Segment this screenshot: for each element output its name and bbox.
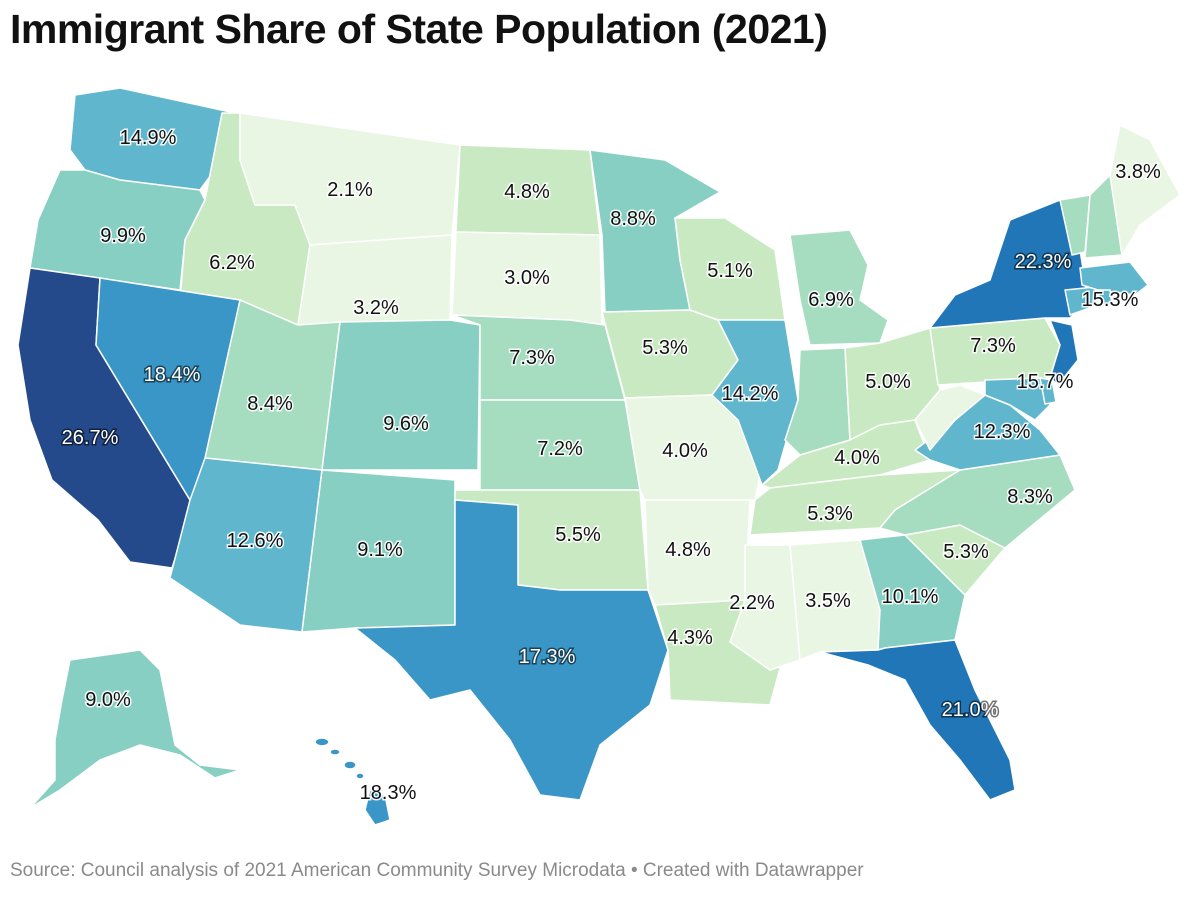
state-label-fl: 21.0%: [942, 699, 999, 721]
state-label-hi: 18.3%: [360, 782, 417, 804]
state-ri[interactable]: [1097, 289, 1113, 306]
state-label-ut: 8.4%: [247, 393, 293, 415]
state-label-nm: 9.1%: [357, 539, 403, 561]
page-title: Immigrant Share of State Population (202…: [10, 6, 828, 52]
state-mi[interactable]: [789, 229, 889, 346]
state-label-nc: 8.3%: [1007, 486, 1053, 508]
state-de[interactable]: [1039, 377, 1057, 405]
state-me[interactable]: [1109, 124, 1181, 256]
state-label-ma: 15.3%: [1082, 289, 1139, 311]
state-label-sd: 3.0%: [504, 267, 550, 289]
state-hi-island-4[interactable]: [355, 772, 365, 780]
state-label-tn: 5.3%: [807, 503, 853, 525]
state-label-nv: 18.4%: [144, 364, 201, 386]
state-label-ia: 5.3%: [642, 337, 688, 359]
state-label-il: 14.2%: [722, 383, 779, 405]
state-label-tx: 17.3%: [519, 646, 576, 668]
state-hi-island-3[interactable]: [343, 760, 357, 770]
state-label-ok: 5.5%: [555, 524, 601, 546]
state-label-al: 3.5%: [805, 590, 851, 612]
state-label-ms: 2.2%: [729, 592, 775, 614]
state-ct[interactable]: [1064, 286, 1099, 316]
state-label-va: 12.3%: [974, 421, 1031, 443]
us-states-map: 14.9% 9.9% 26.7% 6.2% 18.4% 2.1% 3.2% 8.4% 9.6% 1…: [17, 87, 1181, 826]
state-label-mt: 2.1%: [327, 179, 373, 201]
state-label-ne: 7.3%: [509, 347, 555, 369]
state-fl[interactable]: [819, 639, 1016, 801]
state-label-wa: 14.9%: [120, 127, 177, 149]
state-label-mi: 6.9%: [808, 289, 854, 311]
state-label-ky: 4.0%: [834, 447, 880, 469]
state-label-az: 12.6%: [227, 530, 284, 552]
state-label-pa: 7.3%: [970, 335, 1016, 357]
state-nj[interactable]: [1049, 319, 1079, 386]
state-label-me: 3.8%: [1115, 161, 1161, 183]
state-label-wi: 5.1%: [707, 260, 753, 282]
state-label-ks: 7.2%: [537, 438, 583, 460]
state-label-or: 9.9%: [100, 225, 146, 247]
state-label-wy: 3.2%: [353, 297, 399, 319]
state-label-ny: 22.3%: [1015, 251, 1072, 273]
state-co[interactable]: [321, 319, 481, 471]
state-label-mn: 8.8%: [610, 208, 656, 230]
state-label-oh: 5.0%: [865, 371, 911, 393]
state-label-sc: 5.3%: [943, 541, 989, 563]
state-hi-island-2[interactable]: [329, 748, 341, 756]
state-hi-island-1[interactable]: [314, 737, 330, 747]
state-label-ar: 4.8%: [665, 539, 711, 561]
state-label-mo: 4.0%: [662, 440, 708, 462]
state-label-id: 6.2%: [209, 252, 255, 274]
source-note: Source: Council analysis of 2021 America…: [10, 860, 864, 881]
state-tx[interactable]: [354, 499, 669, 801]
state-label-ca: 26.7%: [62, 427, 119, 449]
state-label-md: 15.7%: [1017, 371, 1074, 393]
state-label-ak: 9.0%: [85, 689, 131, 711]
state-label-la: 4.3%: [667, 627, 713, 649]
state-label-ga: 10.1%: [882, 586, 939, 608]
choropleth-map: 14.9% 9.9% 26.7% 6.2% 18.4% 2.1% 3.2% 8.4% 9.6% 1…: [0, 70, 1200, 850]
state-ma[interactable]: [1079, 261, 1149, 296]
state-label-co: 9.6%: [383, 413, 429, 435]
state-ak[interactable]: [29, 649, 241, 809]
state-hi[interactable]: [364, 789, 391, 826]
state-label-nd: 4.8%: [504, 181, 550, 203]
